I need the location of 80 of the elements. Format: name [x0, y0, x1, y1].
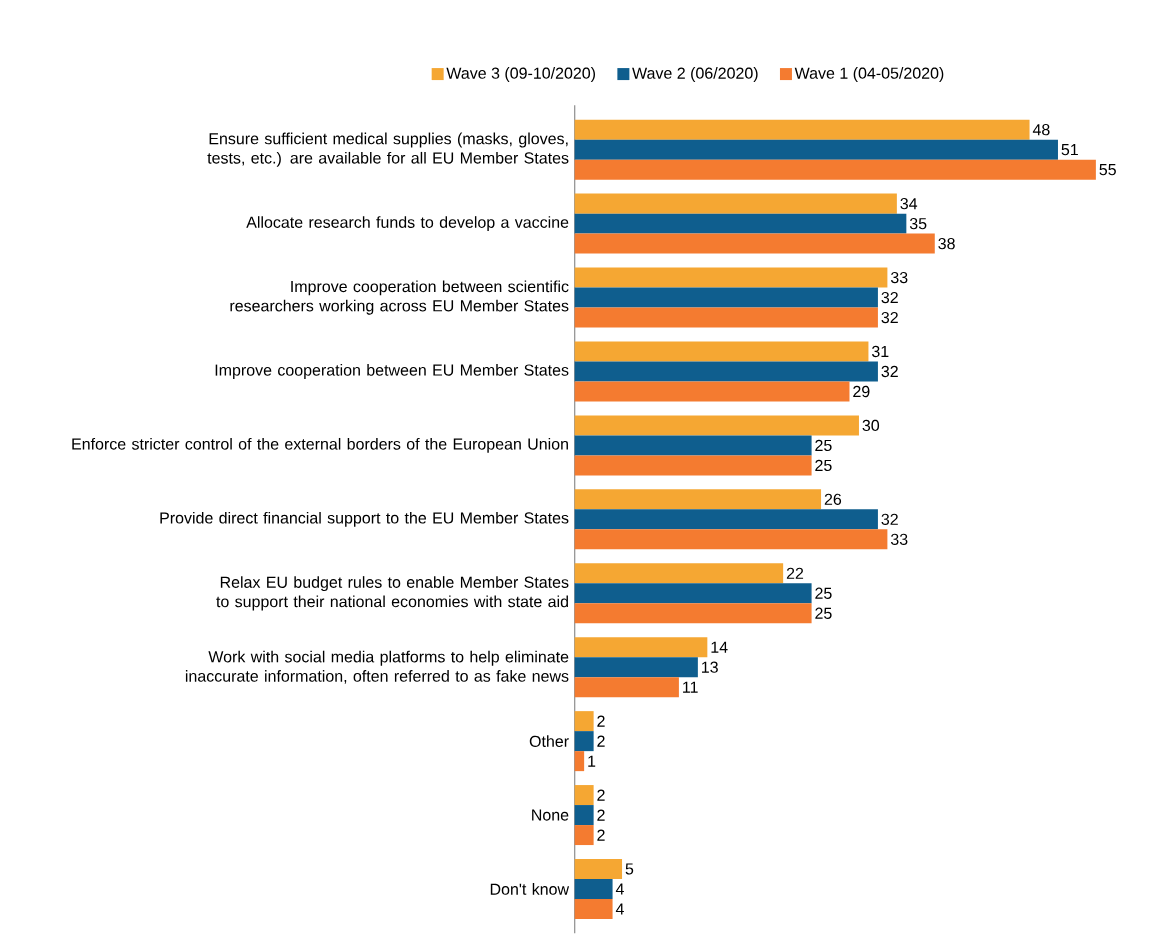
bar [574, 489, 822, 510]
data-label: 11 [683, 681, 698, 693]
data-label: 32 [881, 513, 898, 525]
bar [574, 267, 888, 288]
data-label: 34 [900, 197, 918, 210]
bar [574, 307, 878, 328]
bar [574, 139, 1058, 160]
bar [574, 455, 812, 476]
bar [574, 381, 850, 402]
data-label: 2 [597, 789, 605, 801]
bar [574, 878, 613, 899]
data-label: 48 [1032, 124, 1050, 136]
data-label: 2 [597, 809, 605, 821]
data-label: 25 [815, 607, 832, 619]
y-tick-label: Provide direct financial support to the EU Member States [160, 511, 569, 527]
data-label: 51 [1061, 144, 1078, 156]
bar [574, 657, 698, 678]
bar [574, 583, 812, 604]
data-label: 4 [615, 903, 624, 915]
data-label: 25 [815, 459, 832, 472]
data-label: 25 [815, 587, 832, 599]
data-label: 4 [615, 883, 624, 895]
data-label: 2 [597, 715, 605, 727]
data-label: 25 [815, 439, 832, 452]
data-label: 55 [1099, 164, 1116, 176]
bar [574, 233, 935, 254]
bar [574, 509, 878, 530]
data-label: 33 [890, 533, 908, 545]
bar [574, 677, 679, 698]
bar [574, 435, 812, 456]
bar [574, 898, 613, 919]
y-tick-label: Other [529, 735, 569, 747]
bar [574, 731, 594, 752]
data-label: 1 [588, 755, 596, 767]
data-label: 32 [881, 365, 898, 378]
data-label: 33 [890, 271, 908, 284]
bar [574, 361, 878, 382]
data-label: 32 [881, 311, 898, 324]
legend-label: Wave 2 (06/2020) [632, 67, 758, 82]
data-label: 22 [786, 567, 804, 579]
bar [574, 711, 594, 732]
bar [574, 637, 708, 658]
y-tick-label: Work with social media platforms to help eliminate inaccurate information, often referred to as fake news [185, 650, 569, 684]
data-label: 26 [824, 493, 842, 505]
y-tick-label: Improve cooperation between scientific researchers working across EU Member States [230, 280, 569, 315]
bar [574, 825, 594, 846]
data-label: 31 [871, 345, 889, 358]
bar [574, 287, 878, 308]
bar [574, 529, 888, 550]
y-tick-label: Don't know [490, 883, 570, 895]
legend-label: Wave 3 (09-10/2020) [446, 67, 596, 82]
bar [574, 858, 623, 879]
bar [574, 213, 907, 234]
data-label: 5 [625, 863, 634, 875]
y-tick-label: Ensure sufficient medical supplies (masks, gloves, tests, etc.) are available for all EU Member States [207, 132, 569, 167]
data-label: 30 [862, 419, 880, 432]
bar [574, 563, 784, 584]
legend-label: Wave 1 (04-05/2020) [794, 67, 944, 82]
bar [574, 785, 594, 806]
y-tick-label: Improve cooperation between EU Member States [215, 364, 569, 379]
data-label: 35 [909, 217, 927, 230]
bar [574, 415, 859, 436]
data-label: 38 [938, 237, 955, 250]
data-label: 2 [597, 735, 605, 747]
bar [574, 193, 897, 214]
bar [574, 603, 812, 624]
y-tick-label: None [532, 809, 569, 821]
data-label: 13 [702, 661, 718, 673]
y-tick-label: Relax EU budget rules to enable Member States to support their national economies with state aid [216, 576, 569, 611]
data-label: 2 [597, 829, 605, 841]
y-tick-label: Enforce stricter control of the external borders of the European Union [72, 437, 568, 453]
y-tick-label: Allocate research funds to develop a vaccine [246, 216, 569, 232]
data-label: 29 [853, 385, 870, 398]
data-label: 14 [711, 641, 728, 653]
bar [574, 751, 585, 772]
bar [574, 805, 594, 826]
bar [574, 341, 869, 362]
bar [574, 159, 1096, 180]
bar [574, 119, 1030, 140]
data-label: 32 [881, 291, 898, 304]
